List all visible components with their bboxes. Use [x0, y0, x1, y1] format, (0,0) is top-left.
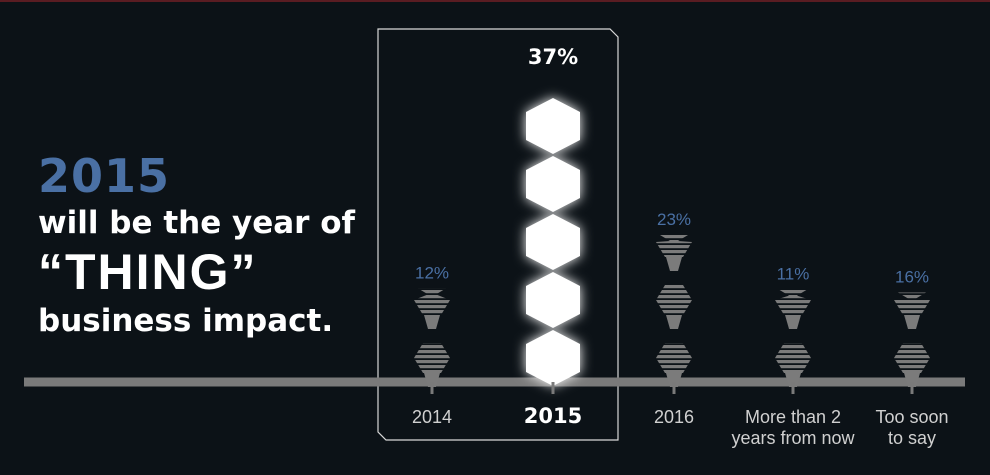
- highlight-frame: [377, 28, 619, 441]
- hexagon-segment: [414, 288, 450, 315]
- headline-thing: “THING”: [38, 244, 258, 300]
- bar-3: [656, 235, 692, 387]
- hexagon-segment: [775, 289, 811, 315]
- bar-2: [526, 98, 580, 386]
- hexagon-connector: [904, 315, 920, 329]
- value-label: 16%: [895, 268, 929, 287]
- value-label: 37%: [528, 45, 578, 69]
- hexagon-connector: [785, 315, 801, 329]
- bar-4: [775, 289, 811, 387]
- headline-line-1: will be the year of: [38, 205, 356, 241]
- category-label-line: 2014: [412, 407, 452, 427]
- value-label: 23%: [657, 210, 691, 229]
- category-label: 2015: [524, 404, 582, 428]
- category-label-line: More than 2: [745, 407, 841, 427]
- hexagon-segment: [775, 343, 811, 373]
- category-label-line: 2016: [654, 407, 694, 427]
- hexagon-segment: [526, 214, 580, 270]
- category-label: 2014: [412, 407, 452, 427]
- value-label: 12%: [415, 263, 449, 282]
- category-label: Too soon to say: [875, 407, 948, 448]
- category-label-line: Too soon: [875, 407, 948, 427]
- hexagon-segment: [894, 292, 930, 315]
- headline-line-3: business impact.: [38, 303, 334, 339]
- hexagon-connector: [785, 373, 801, 387]
- hexagon-connector: [666, 373, 682, 387]
- hexagon-connector: [424, 373, 440, 387]
- bar-5: [894, 292, 930, 387]
- category-label-line: to say: [888, 428, 936, 448]
- category-label: More than 2 years from now: [731, 407, 855, 448]
- hexagon-connector: [424, 315, 440, 329]
- hexagon-connector: [666, 257, 682, 271]
- hexagon-connector: [666, 315, 682, 329]
- hexagon-connector: [904, 373, 920, 387]
- category-label: 2016: [654, 407, 694, 427]
- hexagon-segment: [656, 285, 692, 315]
- hexagon-segment: [526, 330, 580, 386]
- category-label-line: 2015: [524, 404, 582, 428]
- hexagon-segment: [526, 156, 580, 212]
- hexagon-segment: [656, 343, 692, 373]
- headline: 2015 will be the year of “THING” busines…: [38, 150, 355, 342]
- hexagon-segment: [526, 98, 580, 154]
- hexagon-segment: [894, 343, 930, 373]
- value-label: 11%: [777, 265, 810, 284]
- hexagon-segment: [526, 272, 580, 328]
- hexagon-segment: [414, 343, 450, 373]
- category-label-line: years from now: [731, 428, 855, 448]
- headline-year: 2015: [38, 149, 171, 203]
- bar-1: [414, 288, 450, 387]
- top-accent-line: [0, 0, 990, 2]
- hexagon-segment: [656, 235, 692, 257]
